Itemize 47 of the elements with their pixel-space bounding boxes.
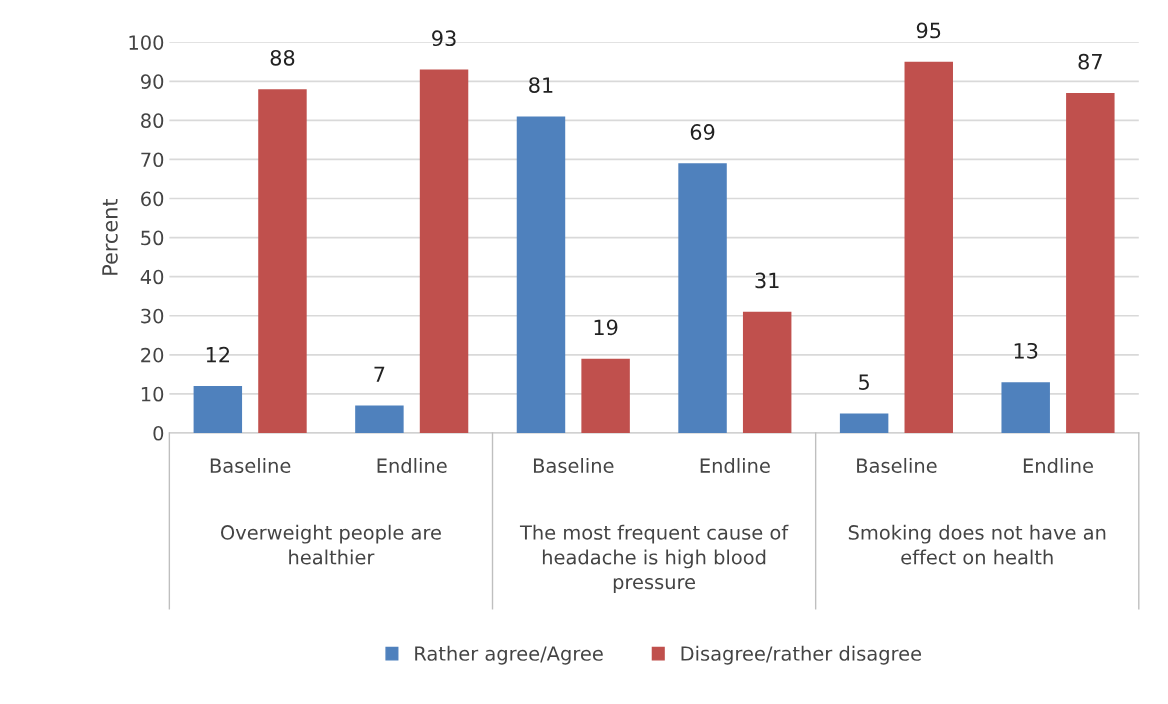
x-tick-label: Endline bbox=[1023, 457, 1093, 474]
data-label: 7 bbox=[374, 366, 385, 382]
y-tick-label: 60 bbox=[141, 191, 164, 207]
y-tick-label: 30 bbox=[141, 308, 164, 324]
x-tick-label: Baseline bbox=[857, 457, 937, 474]
text: The most frequent cause of headache is high blood pressure bbox=[519, 524, 789, 594]
bar bbox=[742, 311, 792, 433]
data-label: 31 bbox=[755, 272, 779, 289]
data-label: 13 bbox=[1014, 342, 1038, 359]
data-label: 69 bbox=[690, 124, 715, 140]
y-tick-label: 0 bbox=[153, 425, 164, 441]
data-label: 5 bbox=[859, 374, 869, 390]
data-label: 95 bbox=[916, 22, 941, 39]
y-tick-label: 90 bbox=[140, 74, 164, 89]
data-label: 19 bbox=[594, 319, 618, 336]
bar bbox=[904, 61, 953, 433]
bar bbox=[419, 69, 469, 433]
x-tick-label: Endline bbox=[377, 457, 447, 474]
data-label: 81 bbox=[529, 77, 553, 93]
bar bbox=[581, 358, 630, 433]
x-tick-label: Endline bbox=[700, 457, 770, 474]
bar bbox=[355, 405, 404, 433]
bar bbox=[193, 386, 243, 433]
y-tick-label: 40 bbox=[140, 269, 164, 285]
y-tick-label: 20 bbox=[141, 347, 164, 363]
data-label: 88 bbox=[270, 49, 295, 66]
x-tick-label: Baseline bbox=[210, 457, 291, 474]
y-tick-label: 100 bbox=[129, 35, 164, 50]
data-label: 12 bbox=[206, 346, 229, 363]
y-tick-label: 10 bbox=[141, 386, 164, 402]
data-label: 87 bbox=[1078, 53, 1102, 70]
data-label: 93 bbox=[432, 30, 456, 47]
bar bbox=[1001, 382, 1050, 433]
x-tick-label: Baseline bbox=[533, 457, 614, 474]
legend-label: Rather agree/Agree bbox=[415, 645, 603, 665]
bar bbox=[678, 163, 727, 433]
y-tick-label: 70 bbox=[141, 152, 164, 168]
y-tick-label: 50 bbox=[141, 230, 164, 246]
bar bbox=[1066, 93, 1115, 433]
text: Overweight people are healthier bbox=[221, 524, 441, 565]
bar bbox=[516, 116, 566, 433]
bar bbox=[839, 413, 889, 433]
y-tick-label: 80 bbox=[141, 113, 164, 129]
y-axis-title: Percent bbox=[102, 198, 118, 275]
text: Smoking does not have an effect on health bbox=[848, 524, 1106, 565]
legend-label: Disagree/rather disagree bbox=[681, 645, 922, 665]
bar bbox=[258, 89, 307, 433]
